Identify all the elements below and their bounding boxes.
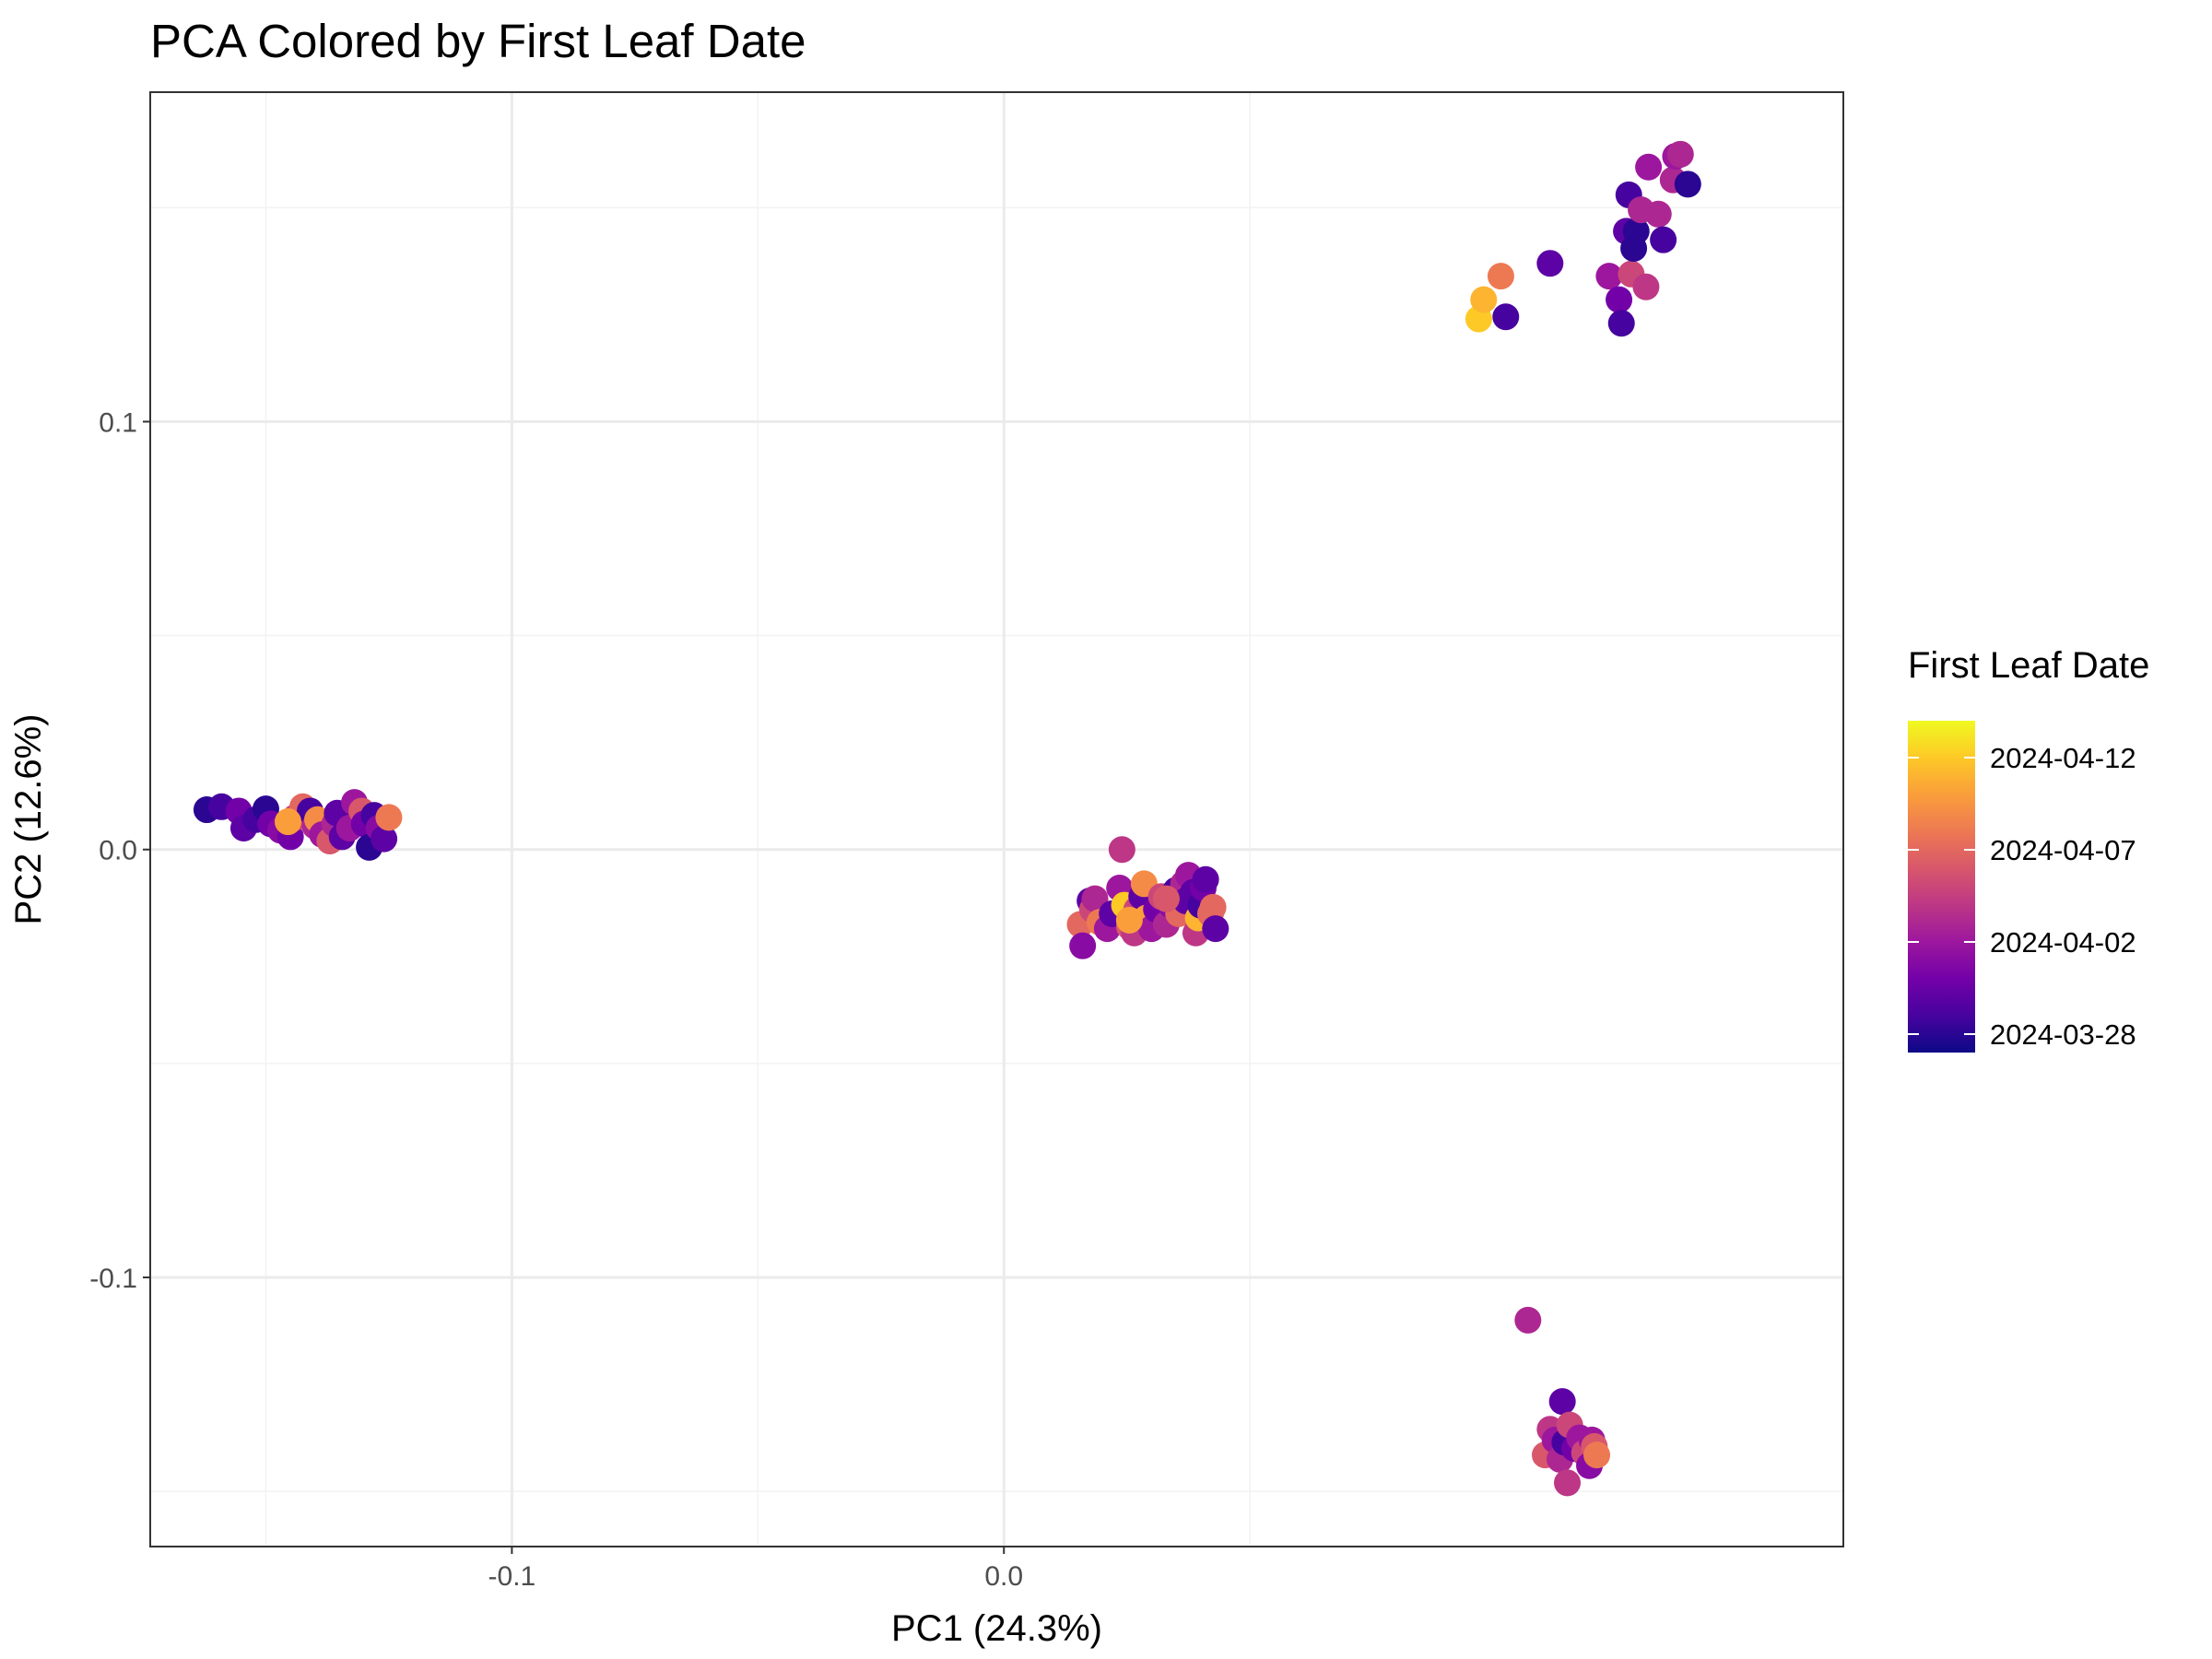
y-tick-label: 0.1 [99, 407, 137, 438]
data-point [1583, 1441, 1611, 1469]
data-point [1152, 885, 1180, 912]
data-point [1606, 286, 1633, 313]
data-point [1069, 932, 1097, 959]
y-tick-label: -0.1 [89, 1264, 137, 1294]
data-point [1108, 836, 1135, 864]
legend-title: First Leaf Date [1908, 645, 2149, 686]
data-point [274, 808, 301, 836]
data-point [1595, 263, 1623, 290]
legend-label: 2024-04-02 [1990, 926, 2136, 959]
plot-panel [149, 91, 1844, 1547]
chart-title: PCA Colored by First Leaf Date [150, 15, 806, 67]
panel-border [149, 91, 1844, 1547]
y-axis-title: PC2 (12.6%) [8, 714, 49, 925]
data-point [371, 825, 398, 853]
y-axis: -0.1 0.0 0.1 [89, 407, 150, 1294]
legend-label: 2024-04-12 [1990, 742, 2136, 774]
x-axis-title: PC1 (24.3%) [891, 1608, 1102, 1649]
color-legend: First Leaf Date 2024-03-282024-04-022024… [1908, 645, 2149, 1053]
data-point [1115, 906, 1143, 934]
data-point [1487, 263, 1514, 290]
data-point [1548, 1388, 1576, 1416]
data-point [1632, 273, 1660, 300]
data-point [1607, 310, 1635, 337]
x-tick-label: -0.1 [488, 1561, 536, 1592]
x-tick-label: 0.0 [984, 1561, 1023, 1592]
data-point [1644, 200, 1672, 228]
data-point [1492, 303, 1520, 331]
data-point [1514, 1306, 1542, 1334]
data-point [1192, 865, 1219, 893]
data-point [1202, 915, 1230, 943]
legend-ticks: 2024-03-28 2024-04-02 2024-04-07 2024-04-12 [1908, 742, 2136, 1051]
data-point [1081, 885, 1109, 912]
legend-label: 2024-04-07 [1990, 834, 2136, 866]
data-point [1666, 140, 1694, 168]
data-point [1674, 171, 1701, 198]
data-point [1554, 1469, 1582, 1497]
legend-label: 2024-03-28 [1990, 1018, 2136, 1051]
data-point [1536, 250, 1564, 277]
gridlines [150, 92, 1843, 1547]
x-axis: -0.1 0.0 [488, 1547, 1023, 1592]
data-point [1622, 218, 1650, 245]
data-points [193, 140, 1701, 1497]
panel-background [150, 92, 1843, 1547]
colorbar [1908, 721, 1975, 1053]
data-point [375, 804, 403, 831]
data-point [1199, 893, 1227, 921]
data-point [1650, 226, 1677, 253]
data-point [1635, 153, 1663, 181]
y-tick-label: 0.0 [99, 836, 137, 866]
data-point [1470, 286, 1498, 313]
